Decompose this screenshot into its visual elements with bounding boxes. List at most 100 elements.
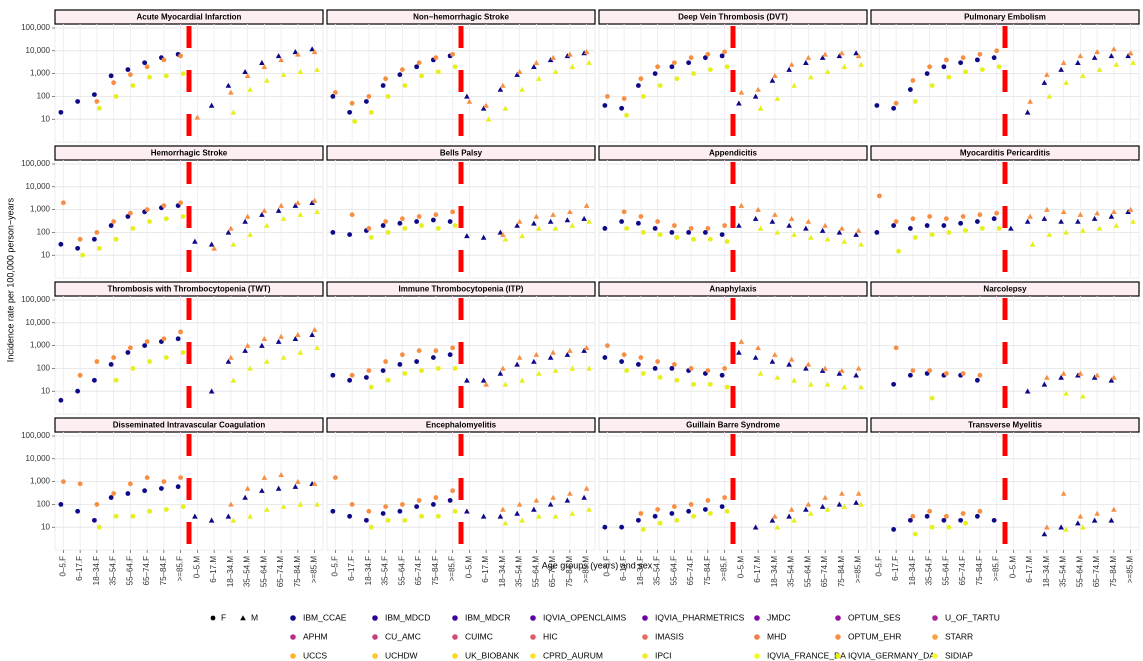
data-point [163,73,169,79]
data-point [1130,59,1136,65]
legend-label: IQVIA_OPENCLAIMS [543,612,626,622]
data-point [583,49,590,55]
data-point [912,99,918,104]
panel: Immune Thrombocytopenia (ITP) [326,281,596,415]
data-point [1063,229,1069,235]
data-point [1111,506,1117,512]
legend-label: MHD [767,631,786,641]
y-axis-title: Incidence rate per 100,000 person−years [5,197,15,362]
data-point [769,358,776,364]
data-point [705,497,711,503]
data-point [552,225,559,231]
data-point [1077,211,1084,217]
data-point [380,368,386,374]
y-tick-label: 100,000 [21,295,50,304]
data-point [657,375,663,380]
data-point [244,485,251,491]
data-point [208,241,215,247]
data-point [719,53,725,59]
data-point [347,513,353,519]
legend-symbol [642,615,648,621]
data-point [757,225,764,231]
data-point [380,511,386,516]
data-point [161,479,167,485]
data-point [960,511,966,516]
data-point [519,517,525,523]
data-point [996,64,1002,70]
data-point [1091,517,1098,523]
data-point [1029,241,1036,247]
data-point [912,235,918,240]
data-point [244,213,251,219]
legend-label: UCHDW [385,650,418,660]
data-point [638,214,644,219]
data-point [974,219,980,224]
y-tick-label: 100 [37,364,51,373]
data-point [722,223,728,228]
data-point [450,488,456,494]
data-point [979,67,985,72]
data-point [180,71,186,77]
data-point [430,355,436,360]
data-point [688,502,694,507]
x-tick-label: 18–34.M [1042,556,1051,587]
data-point [907,87,913,92]
data-point [58,397,64,403]
data-point [910,513,916,519]
data-point [261,207,268,213]
data-point [1058,218,1064,224]
x-tick-label: 35–54.F [381,556,390,585]
data-point [108,361,114,367]
x-tick-label: 75–84.M [837,556,846,587]
strip [326,9,596,25]
data-point [705,225,711,231]
data-point [447,219,453,224]
data-point [311,49,318,55]
data-point [297,501,304,507]
data-point [58,109,64,115]
y-tick-label: 10,000 [26,454,51,463]
data-point [912,531,918,537]
data-point [788,215,795,221]
data-point [314,209,320,215]
data-point [242,69,248,75]
data-point [280,503,287,509]
data-point [929,395,935,401]
data-point [602,524,608,530]
data-point [752,215,759,221]
data-point [786,513,792,519]
legend-label: UCCS [303,650,327,660]
data-point [974,377,980,383]
data-point [991,216,997,222]
data-point [447,352,453,358]
data-point [91,377,97,383]
data-point [297,349,304,355]
legend-symbol [932,634,938,640]
data-point [757,370,764,376]
data-point [855,227,862,233]
data-point [581,347,587,353]
data-point [1024,218,1031,224]
strip [870,145,1140,161]
data-point [111,355,117,360]
data-point [264,358,270,364]
data-point [147,74,153,80]
data-point [722,49,728,55]
data-point [808,510,814,516]
y-tick-label: 10 [41,386,50,395]
data-point [752,93,759,99]
data-point [450,209,456,215]
data-point [77,372,83,378]
data-point [1080,393,1086,399]
panel-title: Hemorrhagic Stroke [151,149,228,158]
data-point [280,354,287,360]
data-point [480,377,487,383]
data-point [208,517,215,523]
legend-symbol [642,634,648,640]
data-point [228,225,234,231]
data-point [363,517,369,523]
data-point [769,517,776,523]
data-point [722,495,728,500]
data-point [514,510,520,516]
data-point [772,351,778,357]
